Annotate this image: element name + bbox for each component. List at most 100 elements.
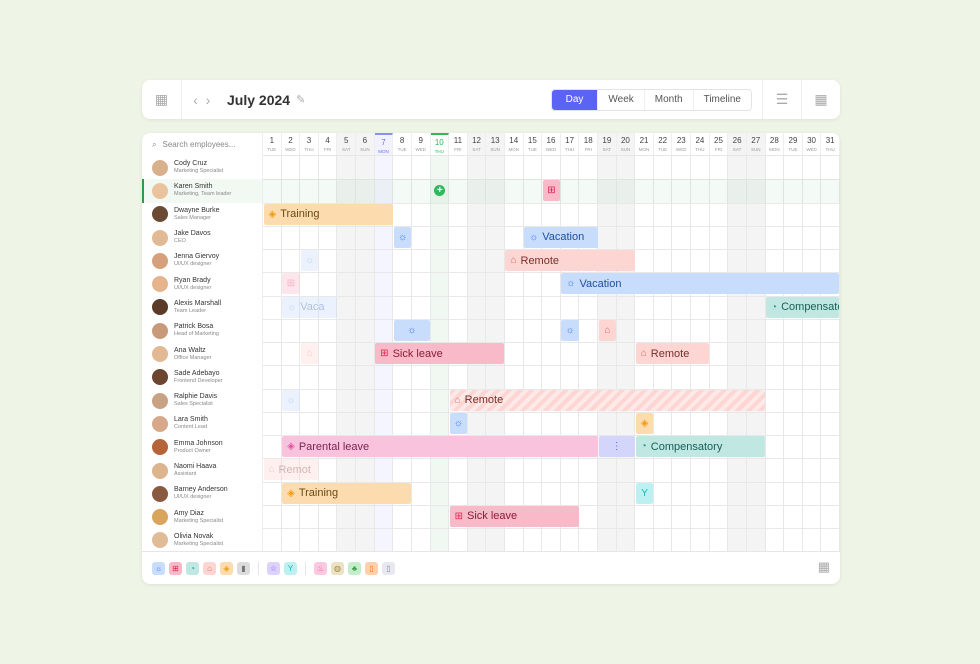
remote-event[interactable]: ⌂ Remote bbox=[635, 343, 710, 364]
remote-event[interactable]: ⌂ bbox=[598, 319, 617, 341]
day-header[interactable]: 23 WED bbox=[672, 133, 692, 156]
sick-event[interactable]: ⊞ Sick leave bbox=[375, 343, 505, 364]
sick-event[interactable]: ⊞ bbox=[282, 273, 300, 295]
day-header[interactable]: 8 TUE bbox=[393, 133, 412, 156]
day-header[interactable]: 27 SUN bbox=[746, 133, 766, 156]
search-input[interactable]: ⌕ Search employees... bbox=[142, 133, 262, 156]
filter-icon[interactable]: ☰ bbox=[762, 80, 801, 119]
employee-row[interactable]: Barney Anderson UI/UX designer bbox=[142, 482, 262, 505]
day-header[interactable]: 20 SUN bbox=[616, 133, 636, 156]
training-icon[interactable]: ◈ bbox=[220, 561, 233, 575]
vacation-event[interactable]: ☼ bbox=[393, 226, 412, 248]
tab-month[interactable]: Month bbox=[643, 89, 693, 110]
tab-week[interactable]: Week bbox=[597, 89, 643, 110]
day-header[interactable]: 2 WED bbox=[281, 133, 301, 156]
vacation-event[interactable]: ☼ bbox=[393, 319, 430, 341]
employee-row[interactable]: Cody Cruz Marketing Specialist bbox=[142, 156, 262, 179]
day-header[interactable]: 16 WED bbox=[542, 133, 561, 156]
other-event[interactable]: ⋮ bbox=[598, 436, 635, 457]
compensatory-event[interactable]: ◔Compensatory bbox=[766, 296, 840, 318]
edit-icon[interactable]: ✎ bbox=[296, 94, 306, 106]
party-event[interactable]: Y bbox=[635, 482, 654, 504]
sick-event[interactable]: ⊞ Sick leave bbox=[449, 505, 579, 527]
employee-row[interactable]: Jenna Giervoy UI/UX designer bbox=[142, 249, 262, 272]
day-header[interactable]: 15 TUE bbox=[523, 133, 543, 156]
vacation-event[interactable]: ☼ bbox=[282, 389, 300, 411]
sick-icon[interactable]: ⊞ bbox=[169, 561, 182, 575]
day-header[interactable]: 24 THU bbox=[691, 133, 710, 156]
employee-row[interactable]: Alexis Marshall Team Leader bbox=[142, 296, 262, 319]
day-header[interactable]: 13 SUN bbox=[486, 133, 505, 156]
employee-row[interactable]: Patrick Bosa Head of Marketing bbox=[142, 319, 262, 342]
remote-event[interactable]: ⌂ bbox=[300, 343, 319, 364]
plant-icon[interactable]: ♣ bbox=[348, 561, 361, 575]
document-icon[interactable]: ▯ bbox=[365, 561, 378, 575]
day-header[interactable]: 6 SUN bbox=[356, 133, 375, 156]
remote-event[interactable]: ⌂ Remot bbox=[263, 459, 319, 481]
calendar-settings-icon[interactable]: ▦ bbox=[817, 559, 830, 574]
vacation-event[interactable]: ☼ Vacation bbox=[524, 226, 598, 248]
employee-row[interactable]: Jake Davos CEO bbox=[142, 226, 262, 249]
employee-row[interactable]: Ralphie Davis Sales Specialist bbox=[142, 389, 262, 412]
employee-row[interactable]: Ana Waltz Office Manager bbox=[142, 342, 262, 365]
compensatory-icon[interactable]: ◔ bbox=[186, 561, 199, 575]
training-event[interactable]: ◈ Training bbox=[263, 203, 393, 225]
day-header[interactable]: 11 FRI bbox=[449, 133, 468, 156]
employee-row[interactable]: Amy Diaz Marketing Specialist bbox=[142, 505, 262, 528]
day-header[interactable]: 18 FRI bbox=[579, 133, 599, 156]
add-icon[interactable]: + bbox=[434, 185, 446, 197]
day-header[interactable]: 28 MON bbox=[765, 133, 785, 156]
next-month-button[interactable]: › bbox=[205, 91, 211, 108]
day-header[interactable]: 7 MON bbox=[374, 133, 394, 156]
employee-row[interactable]: Ryan Brady UI/UX designer bbox=[142, 272, 262, 295]
day-header[interactable]: 10 THU bbox=[430, 133, 450, 156]
vacation-event[interactable]: ☼ bbox=[561, 319, 579, 341]
cocktail-icon[interactable]: Y bbox=[284, 561, 297, 575]
vacation-icon[interactable]: ☼ bbox=[152, 561, 165, 575]
employee-row[interactable]: Sade Adebayo Frontend Developer bbox=[142, 366, 262, 389]
parental-event[interactable]: ◈ Parental leave bbox=[282, 436, 598, 457]
employee-row[interactable]: Dwayne Burke Sales Manager bbox=[142, 203, 262, 226]
tab-timeline[interactable]: Timeline bbox=[692, 89, 751, 110]
remote-icon[interactable]: ⌂ bbox=[203, 561, 216, 575]
cake-icon[interactable]: ♨ bbox=[314, 561, 327, 575]
day-header[interactable]: 21 MON bbox=[635, 133, 654, 156]
vacation-event[interactable]: ☼ Vaca bbox=[282, 296, 337, 318]
calendar-settings-icon[interactable]: ▦ bbox=[801, 80, 840, 119]
remote-event[interactable]: ⌂ Remote bbox=[505, 250, 635, 271]
day-header[interactable]: 29 TUE bbox=[784, 133, 803, 156]
exit-icon[interactable]: ▮ bbox=[237, 561, 250, 575]
building-icon[interactable]: ▯ bbox=[382, 561, 395, 575]
day-header[interactable]: 3 THU bbox=[300, 133, 319, 156]
training-event[interactable]: ◈ bbox=[635, 412, 654, 434]
calendar-icon[interactable]: ▦ bbox=[154, 91, 169, 107]
day-header[interactable]: 30 WED bbox=[802, 133, 822, 156]
remote-event[interactable]: ⌂ Remote bbox=[449, 389, 766, 411]
day-header[interactable]: 31 THU bbox=[821, 133, 840, 156]
bear-icon[interactable]: ◍ bbox=[331, 561, 344, 575]
day-header[interactable]: 14 MON bbox=[504, 133, 524, 156]
day-header[interactable]: 25 FRI bbox=[709, 133, 729, 156]
training-event[interactable]: ◈ Training bbox=[282, 482, 412, 504]
day-header[interactable]: 5 SAT bbox=[337, 133, 357, 156]
compensatory-event[interactable]: ◔Compensatory bbox=[635, 436, 766, 457]
day-header[interactable]: 26 SAT bbox=[728, 133, 747, 156]
employee-row[interactable]: Karen Smith Marketing, Team leader bbox=[142, 179, 262, 203]
employee-row[interactable]: Lara Smith Content Lead bbox=[142, 412, 262, 435]
sick-event[interactable]: ⊞ bbox=[542, 180, 561, 202]
vacation-event[interactable]: ☼ bbox=[449, 412, 468, 434]
day-header[interactable]: 22 TUE bbox=[653, 133, 673, 156]
tab-day[interactable]: Day bbox=[551, 89, 598, 110]
day-header[interactable]: 9 WED bbox=[411, 133, 431, 156]
employee-row[interactable]: Emma Johnson Product Owner bbox=[142, 436, 262, 459]
day-header[interactable]: 4 FRI bbox=[318, 133, 338, 156]
prev-month-button[interactable]: ‹ bbox=[181, 80, 199, 119]
day-header[interactable]: 19 SAT bbox=[598, 133, 617, 156]
day-header[interactable]: 17 THU bbox=[560, 133, 580, 156]
day-header[interactable]: 12 SAT bbox=[467, 133, 487, 156]
employee-row[interactable]: Olivia Novak Marketing Specialist bbox=[142, 529, 262, 552]
add-event[interactable]: + bbox=[431, 180, 449, 201]
star-icon[interactable]: ☆ bbox=[267, 561, 280, 575]
vacation-event[interactable]: ☼ bbox=[300, 250, 319, 271]
vacation-event[interactable]: ☼ Vacation bbox=[561, 273, 840, 295]
